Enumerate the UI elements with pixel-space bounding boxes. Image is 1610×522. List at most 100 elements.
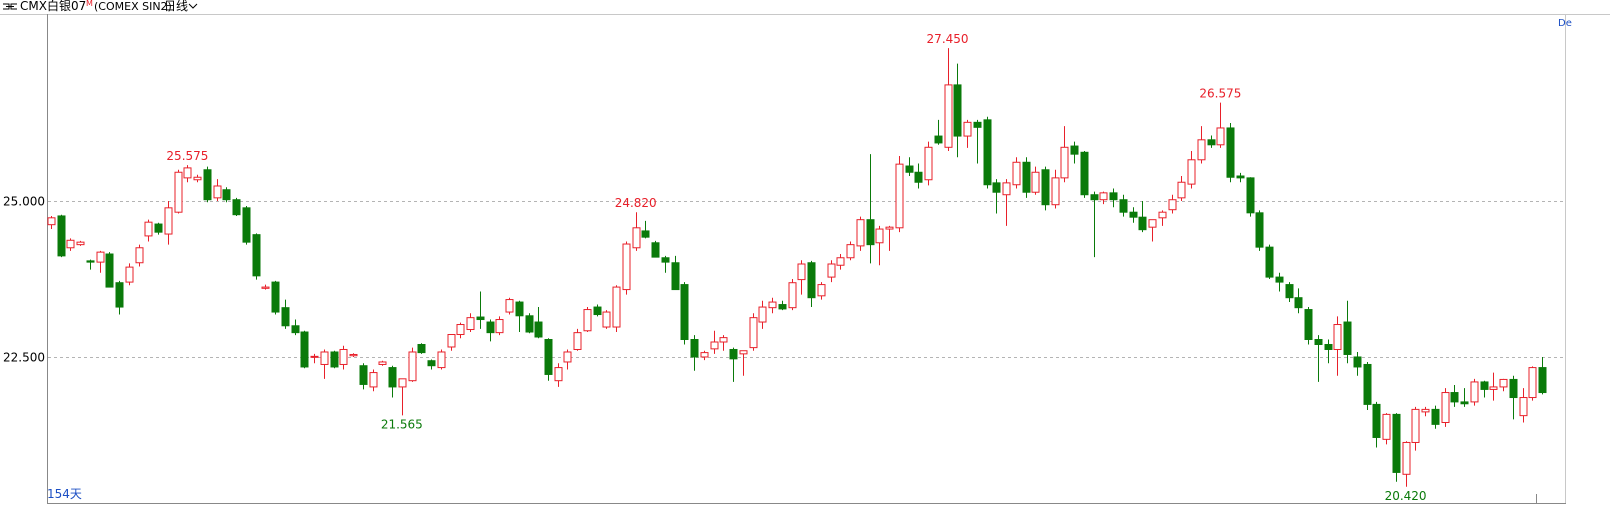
candle-down [1041,169,1050,206]
candle-up [66,239,75,249]
candle-down [1538,367,1547,394]
candle-up [563,351,572,363]
candle-up [1148,219,1157,228]
dropdown-arrow[interactable] [188,3,198,9]
candle-down [281,307,290,327]
candle-up [856,219,865,247]
candle-down [232,199,241,216]
candle-down [222,189,231,201]
candle-down [953,84,962,137]
candle-down [1480,381,1489,390]
candle-down [1509,378,1518,399]
candle-up [339,348,348,365]
candle-down [1022,161,1031,193]
candle-down [544,339,553,375]
candle-down [417,343,426,354]
candle-down [992,182,1001,193]
candle-up [398,378,407,388]
candle-down [291,325,300,334]
candle-down [671,262,680,291]
candle-down [1304,309,1313,341]
candle-down [1363,363,1372,405]
candle-up [836,257,845,266]
candle-down [973,121,982,128]
candle-down [525,315,534,333]
candle-up [1168,199,1177,211]
candle-down [154,223,163,233]
candle-up [817,284,826,297]
candle-down [1226,127,1235,178]
candle-down [914,171,923,183]
candle-up [213,185,222,199]
candle-down [359,365,368,385]
candle-up [1187,159,1196,185]
candle-up [1177,181,1186,199]
icon-shape [3,3,17,10]
candle-up [437,351,446,369]
candle-down [1070,145,1079,155]
candle-up [135,247,144,264]
candle-up [827,263,836,278]
candle-up [700,352,709,358]
candle-up [495,319,504,334]
candle-up [144,221,153,237]
candle-up [183,167,192,179]
candle-up [1012,161,1021,186]
candle-down [1246,177,1255,214]
candle-up [349,353,358,357]
candle-up [447,334,456,348]
candle-up [895,163,904,229]
low-label: 20.420 [1385,489,1427,503]
low-label: 21.565 [381,417,423,431]
candle-up [1158,211,1167,219]
candle-down [651,242,660,258]
candle-up [963,121,972,137]
candle-up [622,243,631,291]
candle-up [1051,177,1060,206]
menu-icon[interactable] [3,3,17,10]
period[interactable]: 日线 [164,0,188,13]
candle-down [680,284,689,341]
candle-up [739,350,748,355]
candle-down [934,135,943,144]
candle-down [1138,216,1147,231]
candle-down [86,260,95,263]
candle-up [1197,139,1206,161]
high-label: 26.575 [1199,87,1241,101]
candle-down [593,306,602,316]
candle-up [885,226,894,230]
candle-up [1402,441,1411,475]
candle-down [1314,339,1323,345]
candle-down [1372,403,1381,438]
candle-down [203,169,212,201]
candle-down [476,316,485,321]
candle-up [1519,397,1528,417]
candle-down [105,253,114,288]
candle-down [1207,139,1216,146]
candle-down [1129,211,1138,218]
candle-up [96,251,105,263]
candle-down [486,321,495,334]
candle-up [456,324,465,336]
candle-up [583,309,592,332]
candle-down [1080,151,1089,196]
candle-down [729,348,738,360]
candle-down [115,282,124,308]
candle-up [1499,378,1508,388]
y-tick-label: 22.500 [3,351,45,365]
candle-up [632,227,641,249]
candle-up [1411,408,1420,443]
candle-down [330,351,339,368]
candle-down [1090,194,1099,201]
candle-down [905,165,914,173]
candle-down [1265,246,1274,278]
candle-up [749,317,758,349]
candle-up [788,282,797,309]
candle-down [427,360,436,367]
high-label: 27.450 [927,32,969,46]
candle-down [1450,392,1459,403]
marker: M [86,0,93,8]
candle-up [378,361,387,365]
